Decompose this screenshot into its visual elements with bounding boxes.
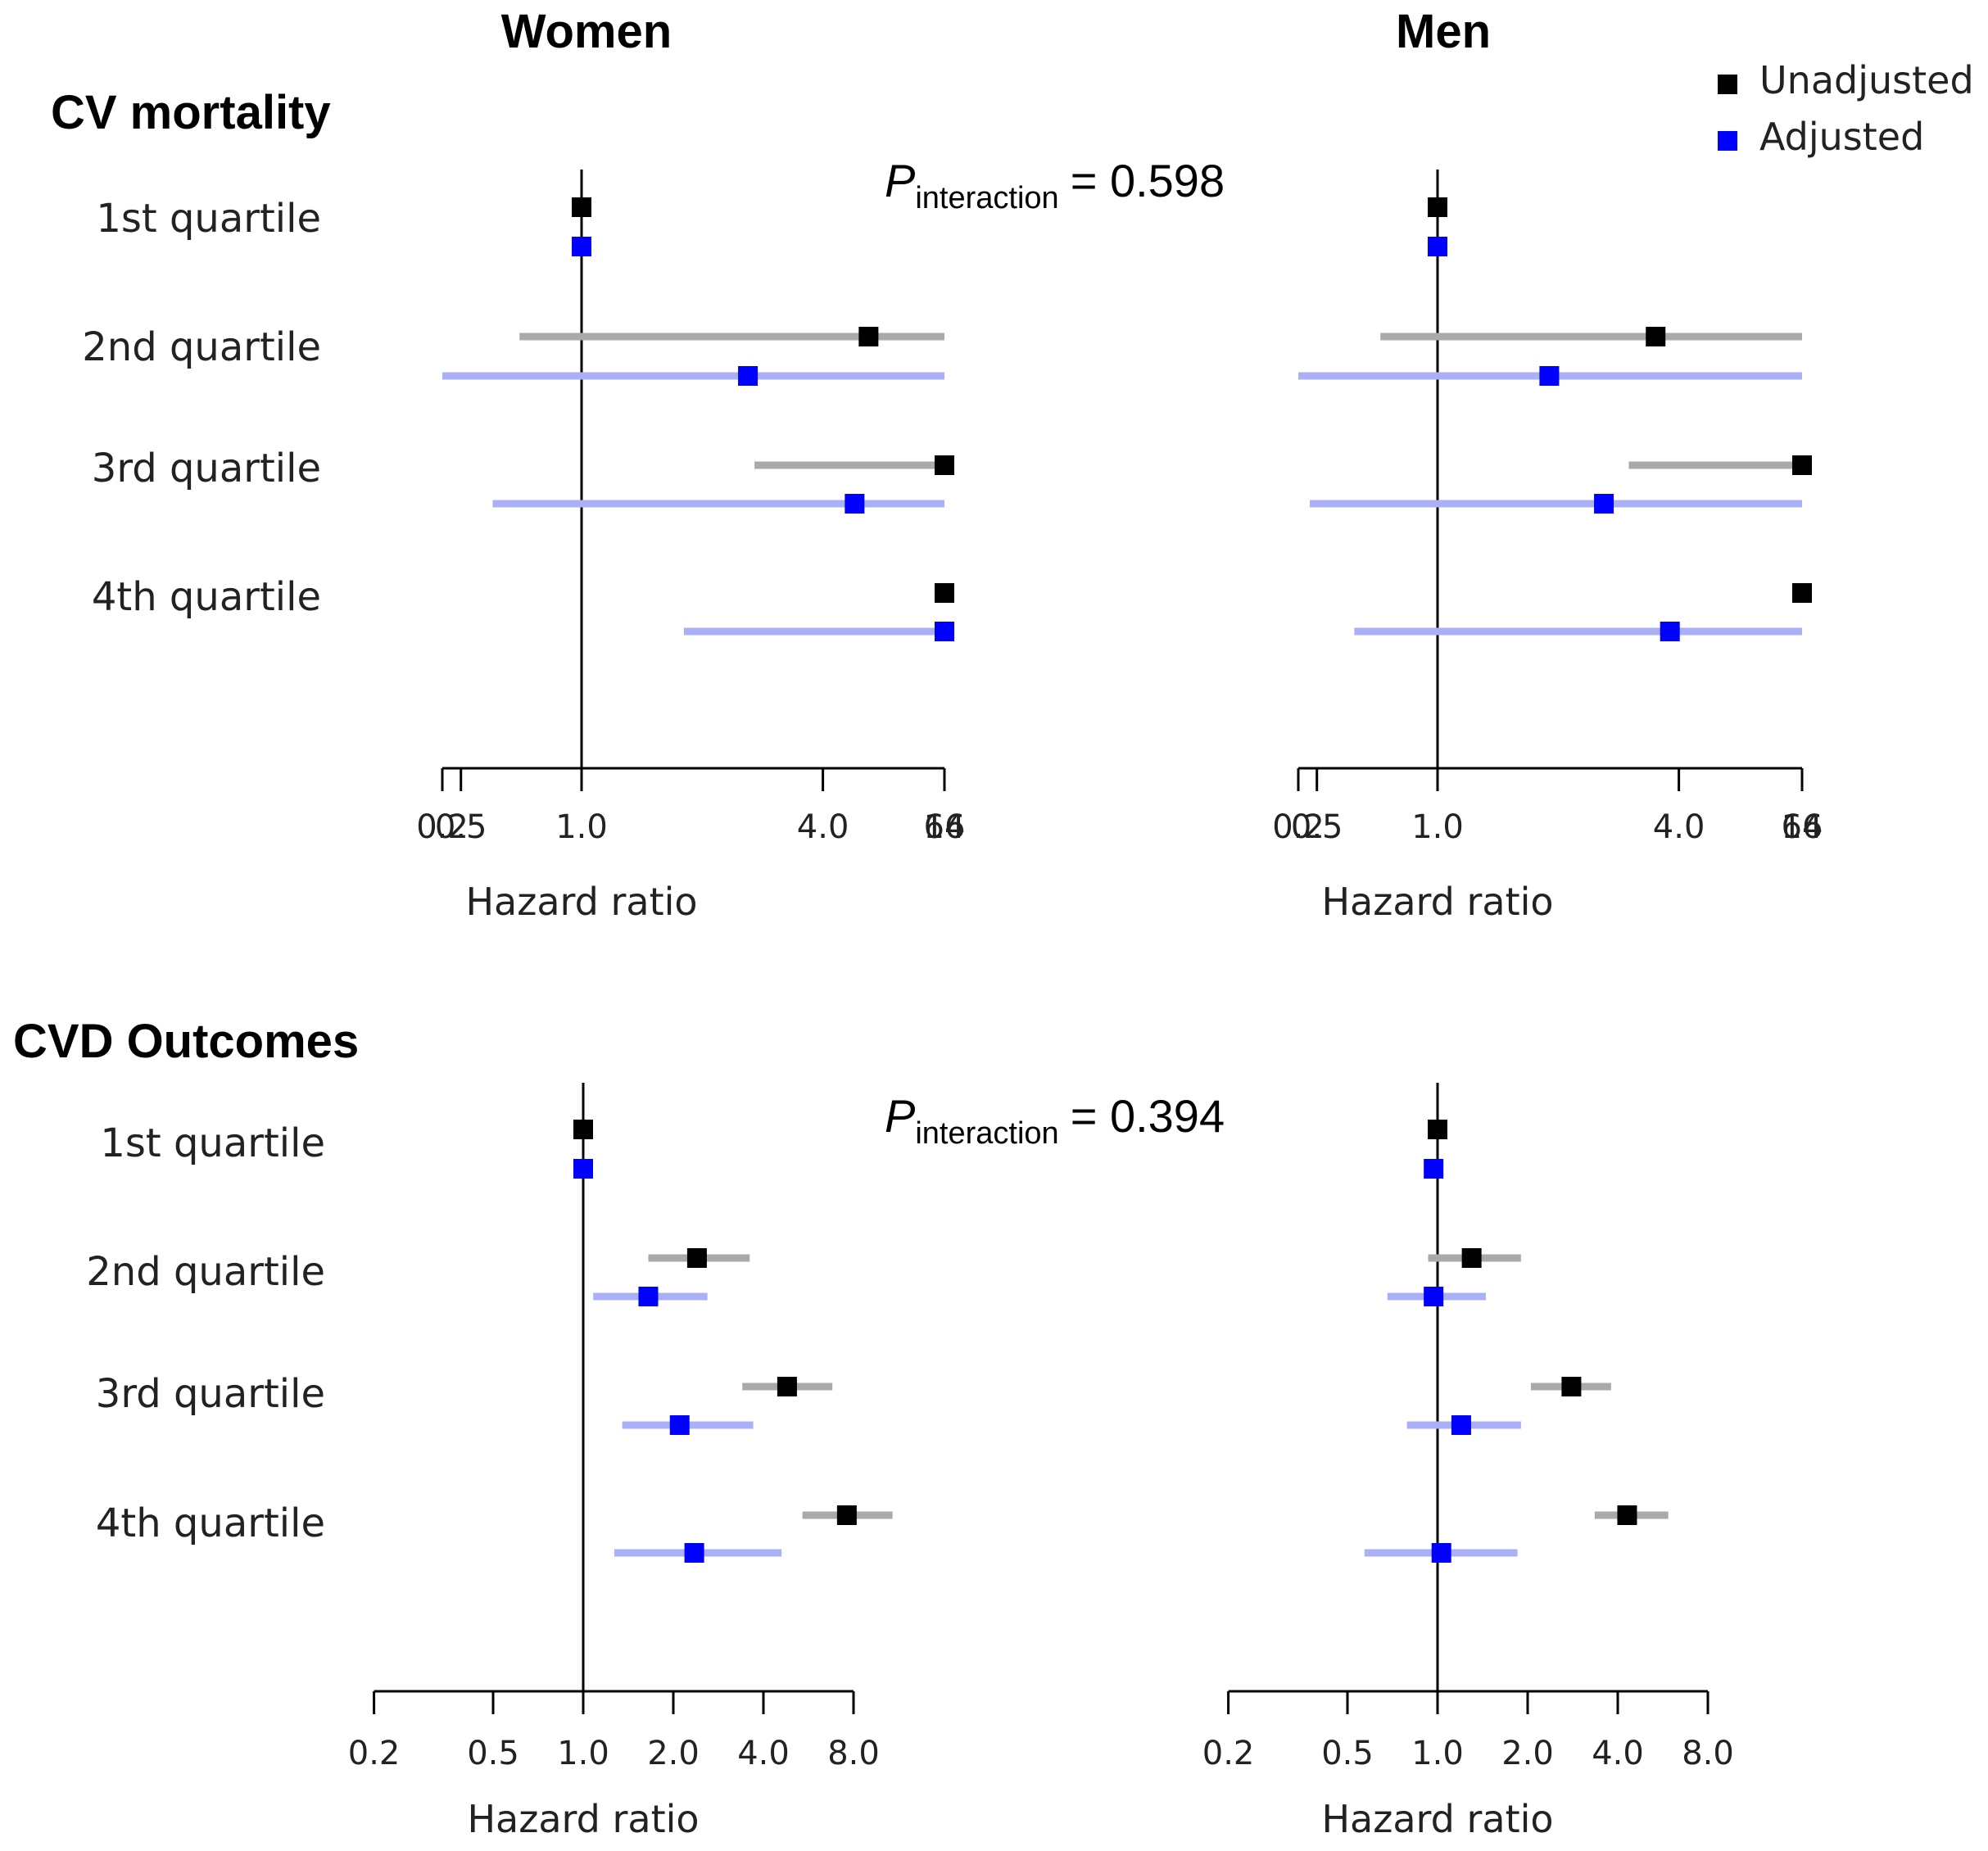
legend-unadjusted-marker [1718,75,1737,94]
hr-marker-unadjusted [573,1120,593,1139]
x-tick-label: 2.0 [1501,1735,1554,1772]
hr-marker-unadjusted [686,1248,707,1268]
category-label: 3rd quartile [92,446,321,491]
x-tick-label: 16 [924,808,966,846]
p-interaction-cvd-outcomes: Pinteraction = 0.394 [885,1090,1225,1151]
x-tick-label: 0.2 [1272,808,1325,846]
x-tick-label: 0.5 [1291,808,1343,846]
hr-marker-unadjusted [1428,197,1447,217]
legend-adjusted-label: Adjusted [1759,115,1924,159]
hr-marker-adjusted [638,1287,659,1306]
x-tick-label: 1.0 [1411,808,1464,846]
hr-marker-unadjusted [1617,1505,1637,1525]
legend: Unadjusted Adjusted [1718,58,1974,159]
section-cv-mortality: CV mortality Pinteraction = 0.598 1st qua… [51,86,1823,924]
legend-adjusted-marker [1718,131,1737,151]
x-tick-label: 8.0 [827,1735,880,1772]
hr-marker-unadjusted [836,1505,857,1525]
p-subscript: interaction [915,1116,1058,1151]
section-title-cvd-outcomes: CVD Outcomes [13,1015,359,1068]
x-axis-title: Hazard ratio [465,880,697,924]
x-axis-title: Hazard ratio [467,1797,699,1841]
x-tick-label: 0.5 [467,1735,519,1772]
category-label: 4th quartile [92,574,321,620]
hr-marker-unadjusted [1428,1120,1447,1139]
hr-marker-adjusted [1431,1543,1451,1563]
hr-marker-adjusted [1451,1415,1471,1435]
hr-marker-unadjusted [1792,455,1812,475]
category-label: 4th quartile [96,1500,325,1546]
panel-cvd-outcomes-men: 0.2 0.5 1.0 2.0 4.0 8.0 Hazard ratio [1202,1083,1734,1841]
header-women: Women [501,5,672,58]
hr-marker-unadjusted [777,1377,797,1396]
x-tick-label: 2.0 [647,1735,700,1772]
hr-marker-adjusted [1660,622,1680,641]
header-men: Men [1396,5,1491,58]
x-tick-label: 4.0 [1653,808,1705,846]
section-cvd-outcomes: CVD Outcomes Pinteraction = 0.394 1st qua… [13,1015,1734,1841]
hr-marker-adjusted [572,237,591,256]
x-tick-label: 1.0 [555,808,608,846]
p-interaction-cv-mortality: Pinteraction = 0.598 [885,155,1225,215]
x-tick-label: 0.2 [416,808,469,846]
x-tick-label: 0.2 [1202,1735,1255,1772]
x-tick-label: 4.0 [737,1735,790,1772]
category-label: 2nd quartile [86,1249,325,1295]
section-title-cv-mortality: CV mortality [51,86,331,139]
hr-marker-adjusted [669,1415,690,1435]
x-tick-label: 0.5 [435,808,487,846]
p-symbol: P [885,155,915,206]
x-tick-label: 1.0 [557,1735,609,1772]
category-label: 2nd quartile [82,324,321,370]
panel-cvd-outcomes-women: 0.2 0.5 1.0 2.0 4.0 8.0 Hazard ratio [348,1083,893,1841]
hr-marker-unadjusted [935,583,954,603]
hr-marker-unadjusted [572,197,591,217]
hr-marker-adjusted [1428,237,1447,256]
hr-marker-adjusted [1594,494,1614,514]
x-tick-label: 16 [1782,808,1823,846]
hr-marker-adjusted [573,1159,593,1179]
hr-marker-adjusted [845,494,865,514]
hr-marker-adjusted [1539,366,1560,386]
x-tick-label: 4.0 [1592,1735,1644,1772]
hr-marker-unadjusted [1461,1248,1482,1268]
x-tick-label: 64 [1782,808,1823,846]
p-symbol: P [885,1090,915,1142]
hr-marker-adjusted [684,1543,704,1563]
x-tick-label: 1.0 [1411,1735,1464,1772]
hr-marker-adjusted [1424,1287,1444,1306]
hr-marker-unadjusted [1646,327,1666,346]
p-subscript: interaction [915,181,1058,215]
legend-unadjusted-label: Unadjusted [1759,58,1974,102]
category-label: 3rd quartile [96,1371,325,1417]
category-label: 1st quartile [100,1120,325,1166]
hr-marker-unadjusted [935,455,954,475]
hr-marker-adjusted [738,366,759,386]
hr-marker-unadjusted [1561,1377,1582,1396]
x-tick-label: 8.0 [1682,1735,1734,1772]
x-tick-label: 64 [924,808,966,846]
x-axis-title: Hazard ratio [1321,880,1553,924]
p-value: = 0.394 [1071,1090,1225,1142]
x-axis-title: Hazard ratio [1321,1797,1553,1841]
hr-marker-adjusted [1424,1159,1444,1179]
hr-marker-unadjusted [858,327,879,346]
x-tick-label: 0.2 [348,1735,401,1772]
x-tick-label: 0.5 [1321,1735,1374,1772]
hr-marker-unadjusted [1792,583,1812,603]
x-tick-label: 4.0 [797,808,849,846]
hr-marker-adjusted [935,622,954,641]
p-value: = 0.598 [1071,155,1225,206]
category-label: 1st quartile [96,196,321,242]
